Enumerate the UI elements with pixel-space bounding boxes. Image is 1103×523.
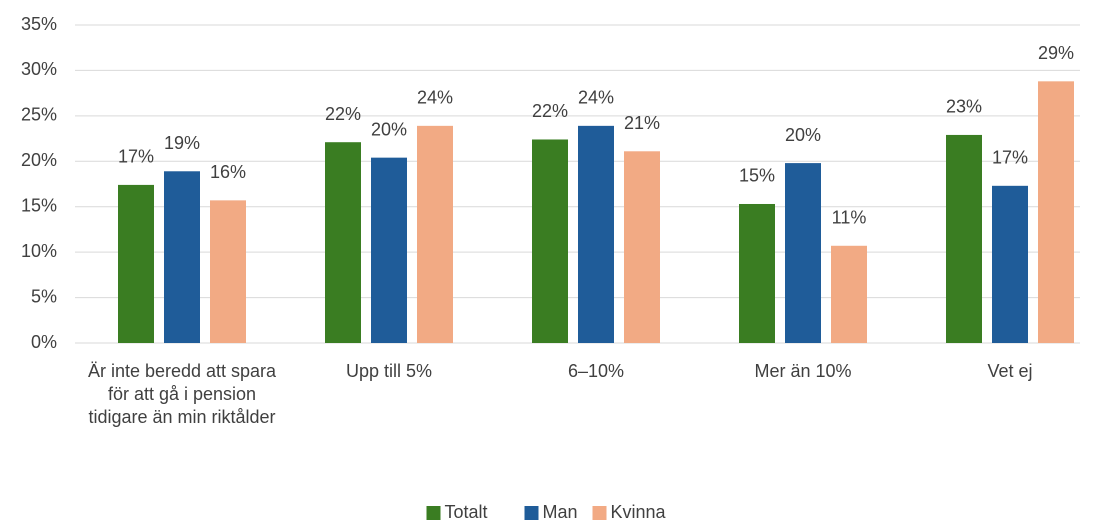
y-tick-label: 20% bbox=[21, 150, 57, 170]
legend-swatch bbox=[426, 506, 441, 520]
bar bbox=[371, 157, 407, 343]
bar bbox=[164, 171, 200, 343]
value-label: 24% bbox=[578, 88, 614, 108]
legend-swatch bbox=[524, 506, 539, 520]
value-label: 20% bbox=[785, 125, 821, 145]
value-label: 21% bbox=[624, 113, 660, 133]
bar bbox=[325, 142, 361, 343]
x-tick-label: Mer än 10% bbox=[754, 361, 852, 381]
x-tick-label: Vet ej bbox=[987, 361, 1033, 381]
bar bbox=[624, 151, 660, 343]
x-tick-label: Upp till 5% bbox=[345, 361, 433, 381]
value-label: 29% bbox=[1038, 43, 1074, 63]
bar bbox=[417, 125, 453, 343]
bar bbox=[785, 163, 821, 343]
bar bbox=[210, 200, 246, 343]
value-label: 23% bbox=[946, 97, 982, 117]
bar bbox=[831, 245, 867, 343]
value-label: 20% bbox=[371, 119, 407, 139]
bar bbox=[739, 203, 775, 343]
value-label: 15% bbox=[739, 166, 775, 186]
x-tick-label: Är inte beredd att spara för att gå i pe… bbox=[87, 361, 277, 427]
bar bbox=[118, 184, 154, 343]
bar bbox=[946, 134, 982, 343]
y-tick-label: 25% bbox=[21, 105, 57, 125]
bar bbox=[1038, 81, 1074, 344]
y-tick-label: 10% bbox=[21, 241, 57, 261]
legend-label: Totalt bbox=[445, 502, 488, 522]
y-tick-label: 5% bbox=[31, 286, 57, 306]
value-label: 22% bbox=[532, 101, 568, 121]
bar bbox=[578, 125, 614, 343]
y-tick-label: 35% bbox=[21, 14, 57, 34]
value-label: 17% bbox=[992, 148, 1028, 168]
y-tick-label: 30% bbox=[21, 59, 57, 79]
y-tick-label: 0% bbox=[31, 332, 57, 352]
legend-label: Man bbox=[543, 502, 578, 522]
legend-label: Kvinna bbox=[611, 502, 667, 522]
bar bbox=[992, 185, 1028, 343]
bar bbox=[532, 139, 568, 343]
value-label: 24% bbox=[417, 88, 453, 108]
value-label: 11% bbox=[832, 208, 867, 228]
value-label: 16% bbox=[210, 162, 246, 182]
legend-swatch bbox=[592, 506, 607, 520]
y-tick-label: 15% bbox=[21, 195, 57, 215]
value-label: 19% bbox=[164, 133, 200, 153]
value-label: 17% bbox=[118, 147, 154, 167]
value-label: 22% bbox=[325, 104, 361, 124]
x-tick-label: 6–10% bbox=[567, 361, 625, 381]
